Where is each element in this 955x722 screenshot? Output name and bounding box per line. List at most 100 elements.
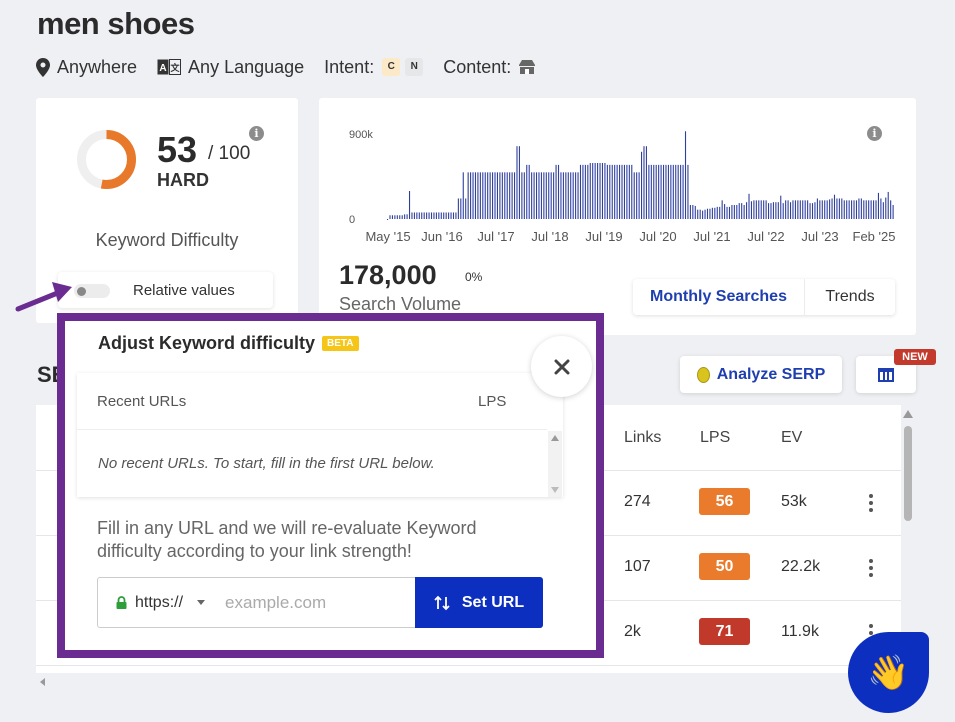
chart-bar[interactable]: [811, 203, 814, 219]
chart-bar[interactable]: [702, 210, 704, 219]
chart-bar[interactable]: [550, 172, 552, 219]
chart-bar[interactable]: [789, 202, 792, 219]
chart-bar[interactable]: [653, 164, 655, 219]
chart-bar[interactable]: [863, 200, 865, 219]
chart-bar[interactable]: [540, 172, 542, 219]
chart-bar[interactable]: [807, 200, 809, 219]
info-icon[interactable]: i: [249, 126, 264, 141]
chart-bar[interactable]: [755, 200, 757, 219]
chart-bar[interactable]: [418, 212, 420, 219]
chart-bar[interactable]: [699, 209, 701, 219]
tab-trends[interactable]: Trends: [825, 288, 875, 305]
chart-bar[interactable]: [721, 200, 723, 219]
chart-bar[interactable]: [501, 172, 503, 219]
chart-bar[interactable]: [792, 200, 794, 219]
chart-bar[interactable]: [787, 200, 789, 219]
chart-bar[interactable]: [628, 164, 630, 219]
chart-bar[interactable]: [511, 172, 513, 219]
chart-bar[interactable]: [611, 164, 613, 219]
chart-bar[interactable]: [504, 172, 506, 219]
chart-bar[interactable]: [799, 200, 801, 219]
chart-bar[interactable]: [877, 192, 879, 219]
chart-bar[interactable]: [543, 172, 545, 219]
chart-bar[interactable]: [518, 146, 520, 219]
chart-bar[interactable]: [538, 172, 540, 219]
chart-bar[interactable]: [404, 214, 406, 219]
chart-bar[interactable]: [443, 212, 445, 219]
chart-bar[interactable]: [516, 146, 518, 219]
chart-bar[interactable]: [758, 200, 760, 219]
chart-bar[interactable]: [633, 172, 635, 219]
chart-bar[interactable]: [509, 172, 511, 219]
chart-bar[interactable]: [399, 215, 401, 219]
chart-bar[interactable]: [694, 205, 696, 219]
chart-bar[interactable]: [682, 164, 684, 219]
chart-bar[interactable]: [709, 208, 711, 219]
chart-bar[interactable]: [577, 172, 579, 219]
chart-bar[interactable]: [565, 172, 567, 219]
chart-bar[interactable]: [553, 172, 555, 219]
chart-bar[interactable]: [626, 164, 628, 219]
chart-bar[interactable]: [704, 209, 706, 219]
chart-bar[interactable]: [677, 164, 679, 219]
chart-bar[interactable]: [782, 203, 784, 219]
chart-bar[interactable]: [711, 207, 713, 219]
chart-bar[interactable]: [743, 205, 745, 219]
chart-bar[interactable]: [533, 172, 535, 219]
chart-bar[interactable]: [514, 172, 516, 219]
chart-bar[interactable]: [890, 200, 892, 219]
chart-bar[interactable]: [477, 172, 479, 219]
chart-bar[interactable]: [841, 198, 843, 219]
column-header-lps[interactable]: LPS: [700, 429, 731, 446]
chart-bar[interactable]: [831, 198, 833, 219]
chart-bar[interactable]: [506, 172, 508, 219]
chart-bar[interactable]: [858, 198, 860, 219]
chart-bar[interactable]: [833, 194, 836, 219]
chart-bar[interactable]: [416, 212, 418, 219]
chart-bar[interactable]: [594, 163, 596, 219]
chart-bar[interactable]: [440, 212, 442, 219]
chart-bar[interactable]: [479, 172, 481, 219]
chart-bar[interactable]: [821, 200, 823, 219]
chart-bar[interactable]: [465, 198, 467, 219]
chart-bar[interactable]: [760, 200, 762, 219]
chart-bar[interactable]: [589, 163, 591, 219]
chart-bar[interactable]: [763, 200, 765, 219]
chart-info-icon[interactable]: i: [867, 126, 882, 141]
chart-bar[interactable]: [809, 203, 811, 219]
chart-bar[interactable]: [746, 202, 748, 219]
chart-bar[interactable]: [445, 212, 447, 219]
chart-bar[interactable]: [545, 172, 547, 219]
column-header-ev[interactable]: EV: [781, 429, 803, 446]
chart-bar[interactable]: [648, 164, 650, 219]
chart-bar[interactable]: [768, 203, 770, 219]
chart-bar[interactable]: [716, 206, 718, 219]
chart-bar[interactable]: [482, 172, 484, 219]
chart-bar[interactable]: [797, 200, 799, 219]
chart-bar[interactable]: [406, 214, 408, 219]
chart-bar[interactable]: [731, 205, 733, 219]
chart-bar[interactable]: [601, 163, 604, 219]
chart-bar[interactable]: [387, 219, 389, 220]
chart-bar[interactable]: [450, 212, 452, 219]
chart-bar[interactable]: [641, 151, 643, 219]
chart-bar[interactable]: [599, 163, 601, 219]
chart-bar[interactable]: [772, 202, 774, 219]
chart-bar[interactable]: [421, 212, 423, 219]
chart-bar[interactable]: [579, 164, 582, 219]
chart-bar[interactable]: [643, 146, 645, 219]
chart-bar[interactable]: [829, 199, 831, 219]
chart-bar[interactable]: [411, 212, 413, 219]
chart-bar[interactable]: [423, 212, 425, 219]
chart-bar[interactable]: [753, 200, 755, 219]
chart-bar[interactable]: [570, 172, 572, 219]
chart-bar[interactable]: [496, 172, 498, 219]
set-url-button[interactable]: Set URL: [415, 577, 543, 628]
chart-bar[interactable]: [587, 164, 589, 219]
chart-bar[interactable]: [623, 164, 625, 219]
popup-close-button[interactable]: [531, 336, 592, 397]
chart-bar[interactable]: [724, 204, 726, 219]
chart-bar[interactable]: [880, 198, 882, 219]
chart-bar[interactable]: [460, 198, 462, 219]
